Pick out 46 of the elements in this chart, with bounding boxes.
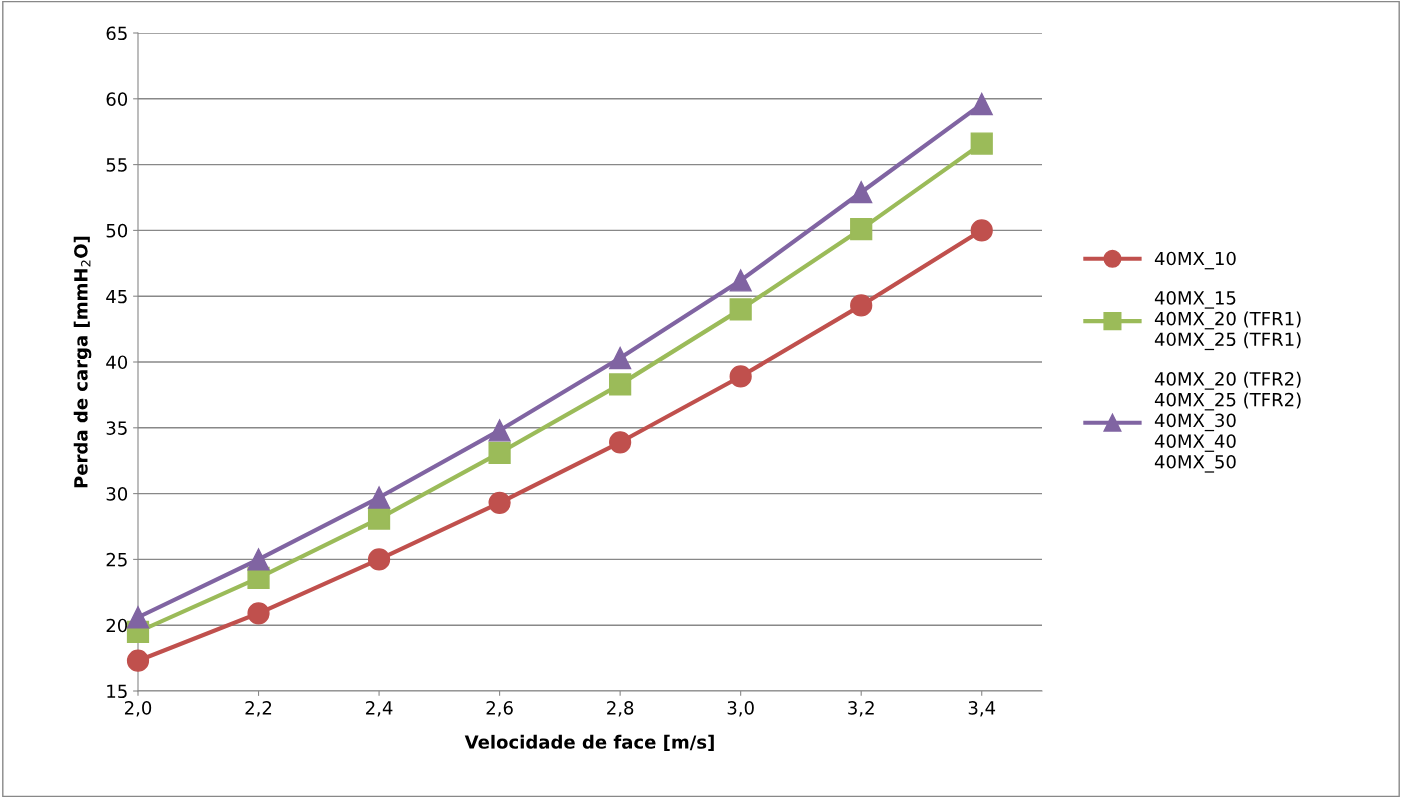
y-tick-label: 15 (107, 684, 127, 699)
y-tick-label: 20 (106, 618, 128, 633)
y-tick-label: 55 (106, 158, 127, 172)
y-tick-label: 45 (106, 289, 127, 304)
point (609, 346, 632, 370)
x-tick-label: 2,0 (124, 701, 152, 717)
y-tick-label: 65 (106, 26, 127, 41)
point (609, 373, 632, 396)
point (850, 181, 873, 204)
point (729, 365, 752, 388)
y-tick-label: 35 (106, 421, 127, 435)
point (367, 486, 391, 509)
point (970, 92, 993, 116)
point (488, 441, 511, 464)
x-tick-label: 3,4 (968, 701, 996, 717)
point (367, 548, 391, 571)
point (126, 606, 150, 629)
y-tick-label: 30 (106, 487, 128, 501)
legend-label: 40MX_10 (1154, 251, 1236, 270)
point (609, 431, 632, 454)
legend-label: 40MX_20 (TFR2) 40MX_25 (TFR2) 40MX_30 40MX_40 40MX_50 (1154, 371, 1301, 473)
x-tick-label: 2,2 (245, 701, 272, 717)
x-tick-label: 2,8 (607, 701, 634, 717)
point (850, 294, 873, 317)
x-tick-label: 3,0 (727, 701, 754, 717)
y-tick-label: 40 (106, 355, 128, 370)
x-axis-title: Velocidade de face [m/s] (464, 734, 714, 751)
point (970, 219, 993, 242)
legend-label: 40MX_15 40MX_20 (TFR1) 40MX_25 (TFR1) (1154, 291, 1301, 351)
y-tick-label: 60 (106, 92, 128, 106)
point (729, 269, 752, 292)
point (126, 649, 150, 672)
point (367, 507, 391, 530)
x-tick-label: 2,6 (486, 701, 513, 717)
y-tick-label: 50 (106, 223, 128, 238)
y-tick-label: 25 (106, 552, 127, 567)
point (247, 548, 270, 571)
point (488, 491, 511, 514)
point (247, 602, 270, 625)
point (970, 132, 993, 155)
point (488, 419, 511, 442)
x-tick-label: 3,2 (848, 701, 874, 717)
x-tick-label: 2,4 (366, 701, 393, 717)
point (850, 217, 873, 241)
point (729, 298, 752, 321)
y-axis-title: Perda de carga [mmH$_{2}$O] (73, 236, 92, 488)
